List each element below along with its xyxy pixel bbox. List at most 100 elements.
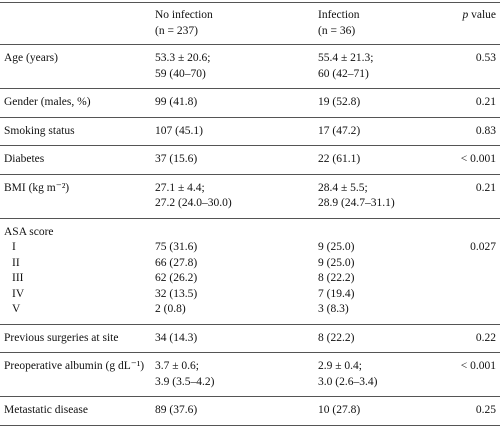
sub-label: I <box>12 241 16 253</box>
cell-text: 62 (26.2) <box>155 272 198 284</box>
value-cell: 107 (45.1) <box>151 117 314 146</box>
value-cell: 2.9 ± 0.4; 3.0 (2.6–3.4) <box>314 352 434 397</box>
cell-text: 2.9 ± 0.4; <box>318 360 363 372</box>
cell-text: 19 (52.8) <box>318 96 361 108</box>
p-value: 0.83 <box>475 124 496 137</box>
value-cell: 19 (52.8) <box>314 88 434 118</box>
sub-label: III <box>12 272 24 284</box>
sub-label: II <box>12 256 20 269</box>
p-cell: 0.25 <box>434 396 500 426</box>
label-cell: Preoperative albumin (g dL⁻¹) <box>0 352 151 397</box>
value-cell: 34 (14.3) <box>151 324 314 353</box>
value-cell: 99 (41.8) <box>151 88 314 118</box>
row-label: Diabetes <box>4 153 45 165</box>
value-cell: 22 (61.1) <box>314 145 434 175</box>
cell-text: 8 (22.2) <box>318 331 355 344</box>
p-value: < 0.001 <box>460 360 496 372</box>
p-cell: 0.027 <box>434 218 500 325</box>
p-value: 0.21 <box>475 181 496 194</box>
cell-text: 3.9 (3.5–4.2) <box>155 375 215 388</box>
value-cell: 9 (25.0) 9 (25.0) 8 (22.2) 7 (19.4) 3 (8.3) <box>314 218 434 325</box>
cell-text: 53.3 ± 20.6; <box>155 52 211 64</box>
header-cell: p value <box>434 2 500 45</box>
cell-text: 107 (45.1) <box>155 124 203 137</box>
cell-text: 28.4 ± 5.5; <box>318 181 368 194</box>
table-row: BMI (kg m⁻²) 27.1 ± 4.4; 27.2 (24.0–30.0) 2… <box>0 174 500 219</box>
table-row: Gender (males, %) 99 (41.8) 19 (52.8) 0.21 <box>0 88 500 118</box>
cell-text: 2 (0.8) <box>155 303 186 315</box>
value-cell: 75 (31.6) 66 (27.8) 62 (26.2) 32 (13.5) 2 (0… <box>151 218 314 325</box>
cell-text: 17 (47.2) <box>318 124 361 137</box>
label-cell: Previous surgeries at site <box>0 324 151 353</box>
p-cell: 0.21 <box>434 88 500 118</box>
cell-text: 59 (40–70) <box>155 67 206 80</box>
header-var: p <box>462 9 469 21</box>
cell-text: 60 (42–71) <box>318 67 369 80</box>
p-cell: 0.22 <box>434 324 500 353</box>
value-cell: 17 (47.2) <box>314 117 434 146</box>
value-cell: 55.4 ± 21.3; 60 (42–71) <box>314 44 434 89</box>
header-cell: Infection (n = 36) <box>314 2 434 45</box>
cell-text: 27.1 ± 4.4; <box>155 181 205 194</box>
value-cell: 37 (15.6) <box>151 145 314 175</box>
row-label: Smoking status <box>4 124 75 137</box>
value-cell: 28.4 ± 5.5; 28.9 (24.7–31.1) <box>314 174 434 219</box>
p-cell: 0.53 <box>434 44 500 89</box>
cell-text: 8 (22.2) <box>318 272 355 284</box>
row-label: ASA score <box>4 225 54 238</box>
p-value: < 0.001 <box>460 153 496 165</box>
cell-text: 3 (8.3) <box>318 303 349 315</box>
table-row: Smoking status 107 (45.1) 17 (47.2) 0.83 <box>0 117 500 146</box>
cell-text: 37 (15.6) <box>155 153 198 165</box>
sub-label: V <box>12 303 21 315</box>
cell-text: 3.7 ± 0.6; <box>155 360 200 372</box>
table-row: Preoperative albumin (g dL⁻¹) 3.7 ± 0.6; 3… <box>0 352 500 397</box>
row-label: Preoperative albumin (g dL⁻¹) <box>4 360 145 372</box>
p-value: 0.53 <box>475 52 496 64</box>
table-row: Previous surgeries at site 34 (14.3) 8 (22… <box>0 324 500 353</box>
cell-text: 99 (41.8) <box>155 96 198 108</box>
label-cell: Diabetes <box>0 145 151 175</box>
header-text: p value <box>438 8 496 24</box>
sub-label: IV <box>12 287 25 300</box>
label-cell: Smoking status <box>0 117 151 146</box>
header-text: value <box>471 9 496 21</box>
header-text: (n = 36) <box>318 24 356 37</box>
label-cell: BMI (kg m⁻²) <box>0 174 151 219</box>
value-cell: 53.3 ± 20.6; 59 (40–70) <box>151 44 314 89</box>
cell-text: 34 (14.3) <box>155 331 198 344</box>
cell-text: 7 (19.4) <box>318 287 355 300</box>
cell-text: 22 (61.1) <box>318 153 361 165</box>
table-row: Metastatic disease 89 (37.6) 10 (27.8) 0.25 <box>0 396 500 426</box>
header-cell <box>0 2 151 45</box>
cell-text: 28.9 (24.7–31.1) <box>318 197 395 209</box>
value-cell: 27.1 ± 4.4; 27.2 (24.0–30.0) <box>151 174 314 219</box>
p-value: 0.22 <box>475 331 496 344</box>
header-cell: No infection (n = 237) <box>151 2 314 45</box>
spacer <box>318 225 430 241</box>
cell-text: 27.2 (24.0–30.0) <box>155 197 232 209</box>
header-text: (n = 237) <box>155 24 198 37</box>
label-cell: ASA score I II III IV V <box>0 218 151 325</box>
cell-text: 32 (13.5) <box>155 287 198 300</box>
p-value: 0.25 <box>475 404 496 416</box>
row-label: Previous surgeries at site <box>4 331 119 344</box>
row-label: Gender (males, %) <box>4 96 91 108</box>
header-text: No infection <box>155 9 213 21</box>
value-cell: 10 (27.8) <box>314 396 434 426</box>
value-cell: 3.7 ± 0.6; 3.9 (3.5–4.2) <box>151 352 314 397</box>
p-cell: < 0.001 <box>434 352 500 397</box>
row-label: Metastatic disease <box>4 404 88 416</box>
cell-text: 75 (31.6) <box>155 241 198 253</box>
p-cell: 0.83 <box>434 117 500 146</box>
p-value: 0.21 <box>475 96 496 108</box>
cell-text: 89 (37.6) <box>155 404 198 416</box>
header-row: No infection (n = 237) Infection (n = 36… <box>0 2 500 45</box>
table-row: Diabetes 37 (15.6) 22 (61.1) < 0.001 <box>0 145 500 175</box>
value-cell: 8 (22.2) <box>314 324 434 353</box>
cell-text: 10 (27.8) <box>318 404 361 416</box>
row-label: BMI (kg m⁻²) <box>4 181 70 194</box>
cell-text: 3.0 (2.6–3.4) <box>318 375 378 388</box>
